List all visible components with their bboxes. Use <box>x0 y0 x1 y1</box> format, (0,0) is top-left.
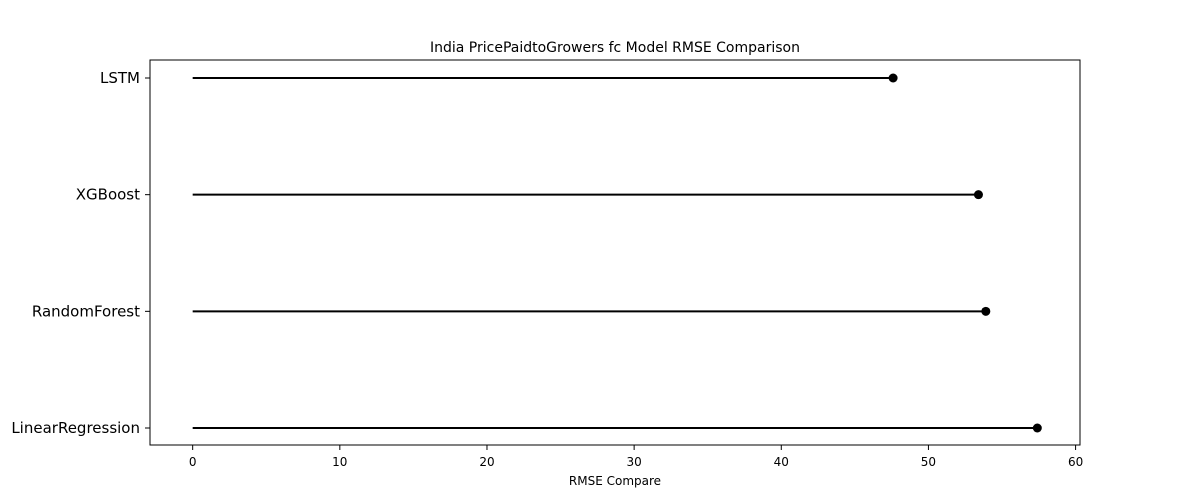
x-tick-label: 40 <box>774 455 789 469</box>
lollipop-marker <box>973 190 983 200</box>
lollipop-marker <box>888 73 898 83</box>
lollipop-marker <box>1032 423 1042 433</box>
y-tick-label: LinearRegression <box>11 419 140 437</box>
lollipop-0 <box>192 73 898 83</box>
x-tick-label: 0 <box>189 455 197 469</box>
x-tick-label: 10 <box>332 455 347 469</box>
chart-title: India PricePaidtoGrowers fc Model RMSE C… <box>430 40 800 56</box>
plot-area <box>192 73 1042 433</box>
x-axis-label: RMSE Compare <box>569 474 661 488</box>
x-tick-label: 20 <box>479 455 494 469</box>
lollipop-3 <box>192 423 1042 433</box>
y-tick-label: RandomForest <box>32 302 140 320</box>
x-tick-label: 60 <box>1068 455 1083 469</box>
x-tick-label: 50 <box>921 455 936 469</box>
y-tick-label: LSTM <box>100 69 140 87</box>
lollipop-1 <box>192 190 983 200</box>
x-axis: 0 10 20 30 40 50 60 <box>189 445 1083 469</box>
lollipop-2 <box>192 306 991 316</box>
lollipop-marker <box>981 306 991 316</box>
y-tick-label: XGBoost <box>76 186 140 204</box>
x-tick-label: 30 <box>626 455 641 469</box>
y-axis: LSTM XGBoost RandomForest LinearRegression <box>11 69 150 437</box>
plot-frame <box>149 59 1081 446</box>
